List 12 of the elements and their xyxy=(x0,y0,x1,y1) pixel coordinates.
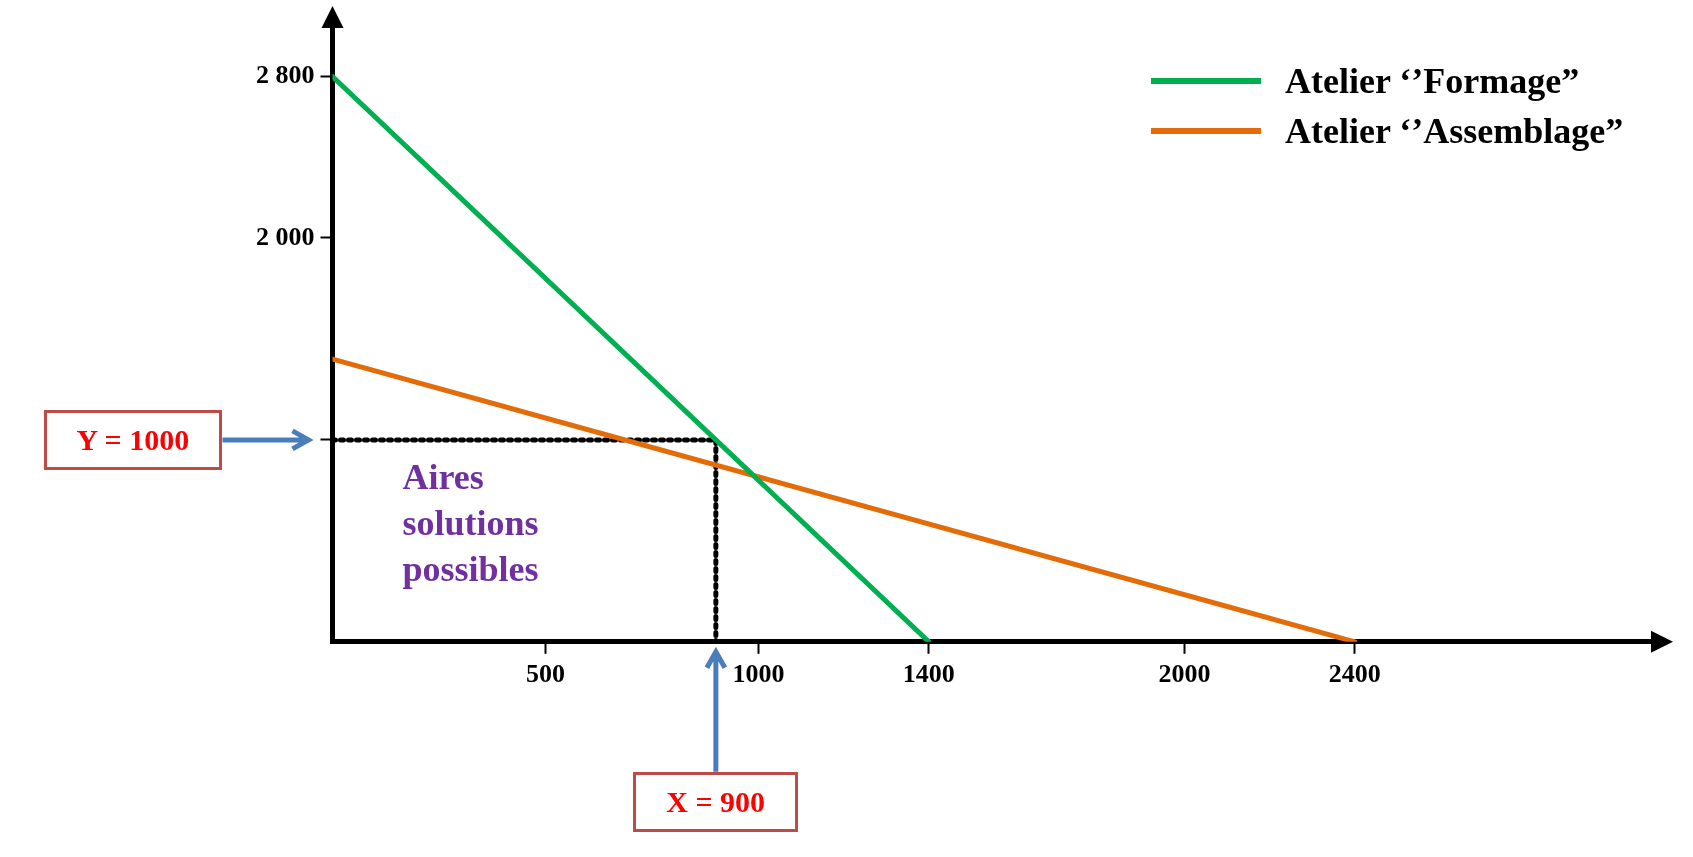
x-tick-label: 1400 xyxy=(902,659,955,689)
legend-label: Atelier ‘’Formage” xyxy=(1285,60,1580,103)
y-tick-label: 2 000 xyxy=(256,221,315,251)
legend-label: Atelier ‘’Assemblage” xyxy=(1285,110,1624,153)
x-tick-label: 1000 xyxy=(732,659,785,689)
text: X = 900 xyxy=(633,771,799,832)
x-tick-label: 500 xyxy=(525,659,565,689)
annotation: Aires solutions possibles xyxy=(402,455,539,591)
text: Y = 1000 xyxy=(43,409,223,470)
y-tick-label: 2 800 xyxy=(256,60,315,90)
x-tick-label: 2400 xyxy=(1328,659,1381,689)
x-tick-label: 2000 xyxy=(1158,659,1211,689)
